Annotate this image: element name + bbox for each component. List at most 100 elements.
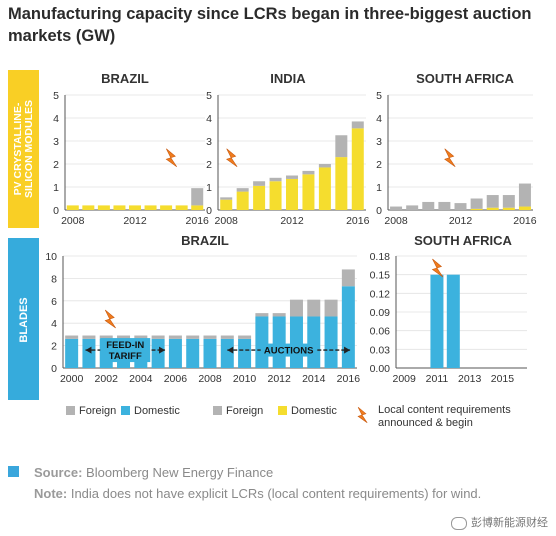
- y-tick-label: 0.12: [370, 288, 391, 300]
- legend-lcr-lightning-icon: [357, 406, 368, 424]
- bar-foreign: [470, 198, 483, 209]
- arrow-left-icon: [227, 346, 234, 354]
- y-tick-label: 0: [53, 205, 59, 217]
- watermark-text: 彭博新能源财经: [471, 517, 548, 529]
- x-tick-label: 2016: [186, 215, 210, 227]
- bar-domestic: [238, 338, 252, 368]
- bar-domestic: [151, 338, 165, 368]
- x-tick-label: 2008: [215, 215, 239, 227]
- y-tick-label: 5: [206, 90, 212, 102]
- x-tick-label: 2004: [129, 373, 153, 385]
- bar-domestic: [144, 205, 157, 210]
- bar-domestic: [220, 338, 234, 368]
- bar-domestic: [286, 178, 298, 210]
- bar-foreign: [302, 170, 315, 175]
- bar-domestic: [486, 207, 499, 210]
- y-tick-label: 5: [53, 90, 59, 102]
- y-tick-label: 3: [206, 136, 212, 148]
- bar-foreign: [318, 164, 331, 168]
- y-tick-label: 0.15: [370, 270, 391, 282]
- bar-domestic: [307, 316, 321, 368]
- row-label-pv: PV CRYSTALLINE-SILICON MODULES: [12, 100, 35, 198]
- y-tick-label: 4: [51, 318, 57, 330]
- row-label-pv-line: SILICON MODULES: [23, 100, 35, 198]
- bar-domestic: [66, 205, 79, 210]
- bar-foreign: [502, 195, 515, 208]
- bar-foreign: [82, 335, 96, 339]
- annotation-label: AUCTIONS: [264, 346, 314, 357]
- bar-foreign: [486, 195, 499, 208]
- y-tick-label: 2: [206, 159, 212, 171]
- bar-domestic: [324, 316, 338, 368]
- x-tick-label: 2008: [61, 215, 85, 227]
- bar-foreign: [255, 313, 269, 317]
- arrow-right-icon: [159, 346, 166, 354]
- y-tick-label: 10: [45, 251, 57, 263]
- y-tick-label: 5: [376, 90, 382, 102]
- source-text: Bloomberg New Energy Finance: [86, 465, 274, 480]
- x-tick-label: 2009: [393, 373, 417, 385]
- y-tick-label: 8: [51, 273, 57, 285]
- bar-foreign: [236, 188, 249, 192]
- x-tick-label: 2011: [426, 373, 449, 385]
- annotation-label-bg: [100, 338, 151, 363]
- watermark: 彭博新能源财经: [451, 514, 548, 530]
- bar-foreign: [269, 177, 282, 182]
- bar-domestic: [502, 207, 515, 210]
- y-tick-label: 4: [53, 113, 59, 125]
- bar-domestic: [289, 316, 303, 368]
- y-tick-label: 3: [376, 136, 382, 148]
- legend-blades-domestic-swatch: [121, 406, 130, 415]
- row-label-pv-line: PV CRYSTALLINE-: [12, 102, 24, 195]
- bar-domestic: [236, 191, 249, 210]
- bar-domestic: [446, 274, 460, 368]
- y-tick-label: 4: [376, 113, 382, 125]
- bar-foreign: [351, 121, 364, 129]
- bar-domestic: [351, 128, 364, 210]
- y-tick-label: 4: [206, 113, 212, 125]
- bar-domestic: [269, 181, 282, 210]
- panel-title: BRAZIL: [101, 71, 149, 86]
- bar-domestic: [82, 338, 96, 368]
- row-label-pv-band: [8, 70, 39, 228]
- bar-domestic: [335, 157, 348, 210]
- legend-pv-domestic-label: Domestic: [291, 405, 337, 417]
- bar-domestic: [65, 338, 79, 368]
- x-tick-label: 2010: [233, 373, 257, 385]
- x-tick-label: 2015: [491, 373, 515, 385]
- bar-foreign: [220, 197, 233, 200]
- lcr-lightning-icon: [226, 148, 238, 167]
- panel-title: BRAZIL: [181, 233, 229, 248]
- row-label-blades-band: [8, 238, 39, 400]
- legend-blades-foreign-label: Foreign: [79, 405, 116, 417]
- wechat-icon: [451, 516, 467, 530]
- bar-foreign: [186, 335, 200, 339]
- bar-domestic: [255, 316, 269, 368]
- bar-foreign: [238, 335, 252, 339]
- note-label: Note:: [34, 486, 68, 501]
- arrow-left-icon: [85, 346, 92, 354]
- bar-domestic: [220, 199, 233, 210]
- row-label-blades: BLADES: [18, 297, 30, 342]
- bar-foreign: [272, 313, 286, 317]
- legend-pv-foreign-swatch: [213, 406, 222, 415]
- bar-domestic: [430, 274, 444, 368]
- bar-foreign: [65, 335, 79, 339]
- lcr-lightning-icon: [165, 148, 178, 167]
- x-tick-label: 2006: [164, 373, 188, 385]
- source-line: Source: Bloomberg New Energy Finance: [8, 462, 552, 483]
- y-tick-label: 0: [206, 205, 212, 217]
- y-tick-label: 2: [376, 159, 382, 171]
- y-tick-label: 1: [206, 182, 212, 194]
- y-tick-label: 3: [53, 136, 59, 148]
- bar-foreign: [191, 188, 204, 206]
- bar-foreign: [289, 299, 303, 317]
- x-tick-label: 2008: [198, 373, 222, 385]
- y-tick-label: 0.03: [370, 344, 391, 356]
- bar-domestic: [518, 206, 531, 210]
- bar-foreign: [117, 335, 131, 339]
- legend-lcr-label: announced & begin: [378, 417, 473, 429]
- legend-pv-foreign-label: Foreign: [226, 405, 263, 417]
- y-tick-label: 2: [51, 341, 57, 353]
- bar-domestic: [160, 205, 173, 210]
